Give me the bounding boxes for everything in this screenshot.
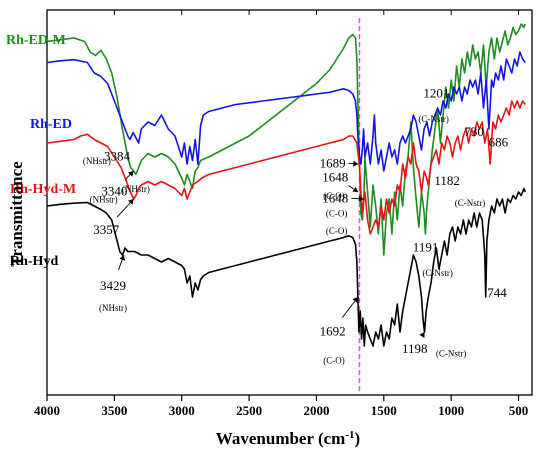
annotation-sub: (NHstr) bbox=[99, 303, 127, 313]
series-line-rh-ed bbox=[46, 51, 526, 172]
series-label-rh-hyd: Rh-Hyd bbox=[10, 254, 58, 269]
annotation-sub: (C-O) bbox=[323, 191, 345, 201]
annotation-value: 1648 bbox=[322, 170, 348, 185]
x-tick-label: 2500 bbox=[236, 403, 262, 418]
x-tick-label: 2000 bbox=[303, 403, 329, 418]
annotation-sub: (C-O) bbox=[326, 209, 348, 219]
x-tick-label: 3500 bbox=[101, 403, 127, 418]
annotation-value: 1191 bbox=[413, 240, 439, 255]
annotation-sub: (C-Nstr) bbox=[422, 268, 453, 278]
annotation-value: 3429 bbox=[100, 278, 126, 293]
annotation-value: 3340 bbox=[101, 184, 127, 199]
annotation-sub: (C-Nstr) bbox=[455, 198, 486, 208]
annotation-arrowhead bbox=[119, 255, 126, 261]
annotation-arrowhead bbox=[127, 171, 134, 177]
annotation-value: 3384 bbox=[104, 149, 131, 164]
x-tick-label: 3000 bbox=[169, 403, 195, 418]
annotation-arrowhead bbox=[352, 297, 358, 303]
annotation-arrowhead bbox=[352, 186, 359, 192]
annotation-sub: (NHstr) bbox=[83, 156, 111, 166]
x-axis-label-sup: -1 bbox=[345, 429, 354, 441]
plot-frame bbox=[46, 9, 533, 396]
x-tick-label: 500 bbox=[509, 403, 529, 418]
annotation-value: 730 bbox=[464, 124, 484, 139]
series-line-rh-hyd-m bbox=[46, 100, 526, 235]
y-axis-label: Transmittance bbox=[7, 161, 26, 267]
annotation-value: 1182 bbox=[434, 173, 460, 188]
annotation-arrowhead bbox=[419, 332, 425, 338]
annotation-arrowhead bbox=[358, 195, 364, 202]
annotation-sub: (C-Nstr) bbox=[418, 114, 449, 124]
annotation-value: 1201 bbox=[423, 86, 449, 101]
x-tick-label: 1000 bbox=[438, 403, 464, 418]
annotation-value: 1198 bbox=[402, 341, 428, 356]
annotation-arrowhead bbox=[128, 199, 134, 205]
annotation-value: 1648 bbox=[322, 191, 348, 206]
annotations: 3340(NHstr)1648(C-O)1191(C-Nstr)3384(NHs… bbox=[83, 86, 509, 366]
x-tick-label: 1500 bbox=[371, 403, 397, 418]
series-labels: Rh-ED-M Rh-ED Rh-Hyd-M Rh-Hyd bbox=[6, 33, 76, 269]
annotation-sub: (NHstr) bbox=[122, 184, 150, 194]
annotation-value: 744 bbox=[487, 285, 507, 300]
series-line-rh-hyd bbox=[46, 187, 527, 347]
x-axis-label: Wavenumber (cm-1) bbox=[216, 429, 360, 448]
series-label-rh-ed: Rh-ED bbox=[30, 117, 72, 132]
annotation-sub: (NHstr) bbox=[90, 195, 118, 205]
annotation-sub: (C-O) bbox=[323, 356, 345, 366]
series-layer bbox=[46, 23, 527, 347]
annotation-value: 1689 bbox=[320, 156, 346, 171]
annotation-arrowhead bbox=[353, 160, 359, 167]
plot-border bbox=[46, 9, 533, 396]
x-axis: 4000 3500 3000 2500 2000 1500 1000 500 bbox=[34, 10, 528, 418]
x-axis-label-main: Wavenumber (cm bbox=[216, 429, 346, 448]
annotation-sub: (C-O) bbox=[326, 226, 348, 236]
annotation-value: 3357 bbox=[93, 222, 120, 237]
x-tick-label: 4000 bbox=[34, 403, 60, 418]
series-label-rh-ed-m: Rh-ED-M bbox=[6, 33, 66, 48]
series-line-rh-ed-m bbox=[46, 23, 527, 256]
annotation-value: 1692 bbox=[320, 324, 346, 339]
annotation-value: 686 bbox=[489, 135, 509, 150]
x-axis-label-close: ) bbox=[355, 429, 361, 448]
series-label-rh-hyd-m: Rh-Hyd-M bbox=[10, 182, 76, 197]
annotation-sub: (C-Nstr) bbox=[436, 349, 467, 359]
